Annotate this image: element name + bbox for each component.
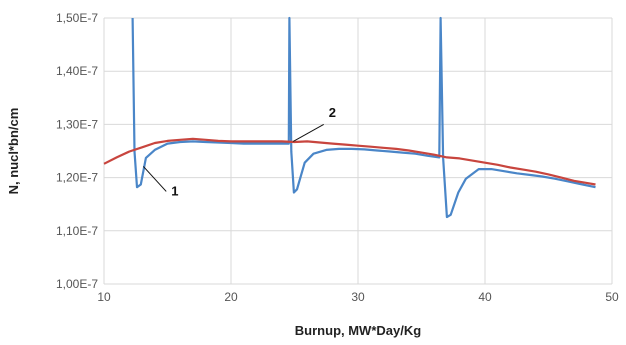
x-tick-label: 50: [605, 290, 619, 304]
series-1-line: [131, 16, 596, 219]
annotation-label-1: 1: [171, 184, 178, 199]
series-2-line: [103, 137, 596, 186]
x-axis-label: Burnup, MW*Day/Kg: [295, 323, 421, 338]
y-tick-label: 1,20E-7: [56, 171, 98, 185]
x-tick-label: 40: [478, 290, 492, 304]
y-tick-label: 1,30E-7: [56, 117, 98, 131]
y-axis-label: N, nucl*bn/cm: [6, 108, 21, 195]
annotation-leader-1: [143, 166, 167, 192]
y-tick-label: 1,10E-7: [56, 224, 98, 238]
x-tick-label: 20: [224, 290, 238, 304]
series-lines: [103, 16, 596, 219]
annotation-leader-2: [292, 123, 324, 142]
x-tick-label: 10: [97, 290, 111, 304]
x-tick-label: 30: [351, 290, 365, 304]
y-axis-ticks: 1,00E-7 1,10E-7 1,20E-7 1,30E-7 1,40E-7 1,50E…: [56, 11, 98, 291]
annotation-label-2: 2: [329, 105, 336, 120]
grid: [103, 17, 613, 285]
y-tick-label: 1,50E-7: [56, 11, 98, 25]
y-tick-label: 1,00E-7: [56, 277, 98, 291]
y-tick-label: 1,40E-7: [56, 64, 98, 78]
x-axis-ticks: 10 20 30 40 50: [97, 290, 619, 304]
annotations: 12: [143, 105, 336, 199]
